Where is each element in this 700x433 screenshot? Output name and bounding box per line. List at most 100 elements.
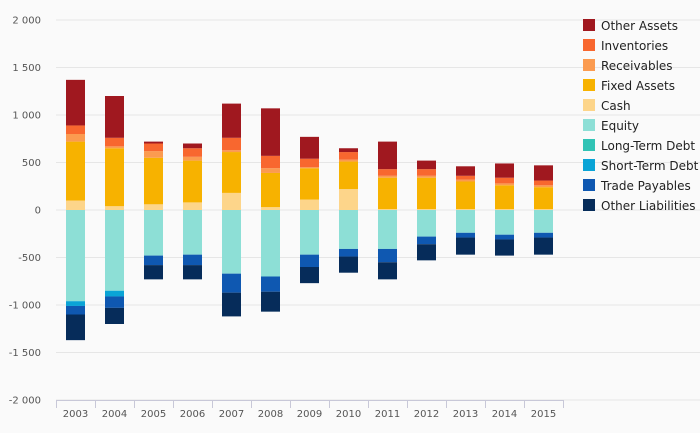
bar-segment — [222, 210, 241, 274]
x-axis: 2003 2004 2005 2006 2007 2008 2009 2010 2011 2012… — [56, 400, 564, 420]
bar-segment — [339, 161, 358, 190]
bar-segment — [339, 148, 358, 153]
x-tick-label: 2009 — [297, 409, 322, 420]
legend-item[interactable]: Inventories — [583, 39, 668, 53]
bar-segment — [261, 210, 280, 277]
bar-segment — [222, 192, 241, 210]
bar-segment — [378, 209, 397, 210]
bar-segment — [144, 151, 163, 158]
legend-item[interactable]: Long-Term Debt — [583, 139, 695, 153]
bar-segment — [495, 185, 514, 210]
bar-segment — [378, 210, 397, 249]
y-tick-label: 1 500 — [12, 63, 41, 74]
legend-label: Long-Term Debt — [601, 139, 695, 153]
bar-segment — [378, 175, 397, 178]
bar-segment — [456, 166, 475, 176]
bar-segment — [183, 143, 202, 149]
x-tick-label: 2015 — [531, 409, 556, 420]
bar-segment — [534, 187, 553, 210]
legend-label: Trade Payables — [600, 179, 691, 193]
bar-segment — [300, 199, 319, 210]
bar-segment — [495, 183, 514, 186]
bar-segment — [339, 256, 358, 273]
x-tick-label: 2003 — [63, 409, 88, 420]
legend-swatch — [583, 79, 595, 91]
x-tick-label: 2013 — [453, 409, 478, 420]
x-tick-label: 2008 — [258, 409, 283, 420]
bar-segment — [300, 158, 319, 168]
legend-item[interactable]: Cash — [583, 99, 631, 113]
legend-label: Fixed Assets — [601, 79, 675, 93]
bar-segment — [534, 180, 553, 186]
bar-segment — [222, 292, 241, 317]
bar-segment — [456, 210, 475, 233]
bar-segment — [261, 172, 280, 208]
x-tick-label: 2012 — [414, 409, 439, 420]
bar-segment — [339, 159, 358, 162]
bar-segment — [300, 210, 319, 255]
legend-label: Receivables — [601, 59, 673, 73]
bar-segment — [261, 155, 280, 169]
bar-segment — [300, 136, 319, 159]
legend-item[interactable]: Fixed Assets — [583, 79, 675, 93]
bar-segment — [183, 156, 202, 161]
bar-segment — [378, 141, 397, 170]
legend-swatch — [583, 159, 595, 171]
bar-segment — [339, 248, 358, 257]
x-tick-label: 2010 — [336, 409, 361, 420]
legend-item[interactable]: Receivables — [583, 59, 673, 73]
bar-segment — [183, 160, 202, 203]
bar-segment — [66, 210, 85, 302]
bar-segment — [144, 143, 163, 152]
y-tick-label: 2 000 — [12, 16, 41, 27]
bar-segment — [105, 148, 124, 207]
bar-segment — [183, 265, 202, 280]
bar-segment — [261, 276, 280, 292]
bar-segment — [417, 209, 436, 210]
bar-segment — [417, 236, 436, 245]
bar-segment — [495, 239, 514, 256]
bar-segment — [456, 209, 475, 210]
bar-segment — [105, 206, 124, 210]
bar-segment — [495, 177, 514, 184]
bar-segment — [495, 234, 514, 240]
bar-segment — [261, 291, 280, 312]
x-tick-label: 2006 — [180, 409, 205, 420]
legend-label: Short-Term Debt — [601, 159, 699, 173]
bar-segment — [417, 244, 436, 261]
bar-segment — [105, 210, 124, 291]
legend-item[interactable]: Other Assets — [583, 19, 678, 33]
legend-swatch — [583, 179, 595, 191]
legend-item[interactable]: Short-Term Debt — [583, 159, 699, 173]
legend: Other Assets Inventories Receivables Fixed … — [583, 19, 699, 213]
bars — [66, 79, 553, 341]
bar-segment — [261, 108, 280, 156]
bar-segment — [339, 189, 358, 210]
bar-segment — [66, 141, 85, 201]
bar-segment — [534, 232, 553, 238]
bar-segment — [261, 207, 280, 210]
y-axis: 2 000 1 500 1 000 500 0 -500 -1 000 -1 500 -2 00… — [9, 16, 41, 407]
bar-segment — [300, 254, 319, 267]
legend-swatch — [583, 99, 595, 111]
bar-segment — [66, 200, 85, 210]
bar-segment — [378, 177, 397, 210]
legend-item[interactable]: Equity — [583, 119, 639, 133]
bar-segment — [456, 232, 475, 238]
bar-segment — [534, 237, 553, 255]
legend-item[interactable]: Trade Payables — [583, 179, 691, 193]
legend-swatch — [583, 139, 595, 151]
y-tick-label: 0 — [35, 206, 41, 217]
legend-item[interactable]: Other Liabilities — [583, 199, 696, 213]
bar-segment — [183, 202, 202, 210]
bar-segment — [495, 163, 514, 178]
bar-segment — [417, 210, 436, 237]
x-tick-label: 2014 — [492, 409, 517, 420]
bar-segment — [300, 167, 319, 169]
bar-segment — [417, 175, 436, 178]
bar-segment — [534, 210, 553, 233]
bar-segment — [183, 148, 202, 157]
bar-segment — [300, 168, 319, 200]
legend-label: Equity — [601, 119, 639, 133]
